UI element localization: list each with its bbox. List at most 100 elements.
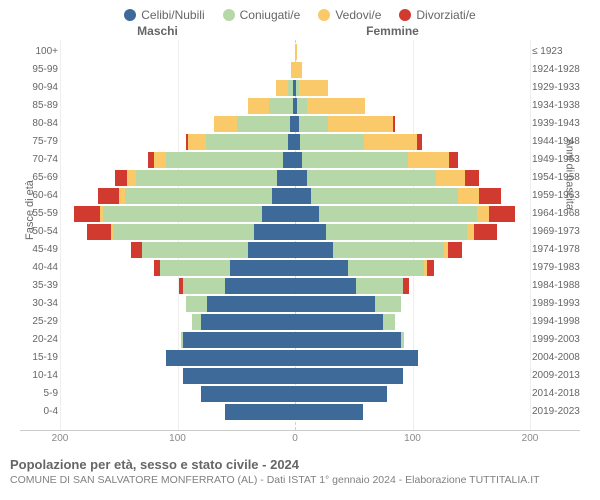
- legend-item: Coniugati/e: [223, 8, 301, 22]
- legend: Celibi/NubiliConiugati/eVedovi/eDivorzia…: [0, 0, 600, 24]
- chart: Fasce di età Anni di nascita 100+≤ 19239…: [20, 40, 580, 451]
- birth-year-label: 1959-1963: [532, 188, 580, 204]
- age-group-label: 80-84: [20, 116, 58, 132]
- segment-m: [125, 188, 272, 204]
- segment-w: [248, 98, 269, 114]
- pyramid-row: [60, 62, 530, 78]
- male-bar: [60, 314, 295, 330]
- male-bar: [60, 332, 295, 348]
- segment-w: [408, 152, 449, 168]
- male-bar: [60, 170, 295, 186]
- female-bar: [295, 242, 530, 258]
- age-group-label: 0-4: [20, 404, 58, 420]
- age-group-label: 90-94: [20, 80, 58, 96]
- segment-w: [307, 98, 366, 114]
- segment-m: [348, 260, 424, 276]
- birth-year-label: ≤ 1923: [532, 44, 580, 60]
- segment-s: [225, 278, 296, 294]
- segment-s: [283, 152, 295, 168]
- pyramid-row: [60, 350, 530, 366]
- x-tick: 100: [169, 433, 186, 444]
- age-group-label: 20-24: [20, 332, 58, 348]
- segment-d: [115, 170, 127, 186]
- segment-s: [295, 206, 319, 222]
- segment-s: [207, 296, 295, 312]
- birth-year-label: 1969-1973: [532, 224, 580, 240]
- birth-year-label: 1984-1988: [532, 278, 580, 294]
- segment-m: [142, 242, 248, 258]
- segment-s: [295, 278, 356, 294]
- segment-m: [183, 278, 224, 294]
- male-bar: [60, 98, 295, 114]
- x-tick: 0: [292, 433, 298, 444]
- segment-s: [295, 224, 326, 240]
- x-axis: 2001000100200: [60, 431, 530, 451]
- segment-d: [131, 242, 143, 258]
- segment-s: [295, 386, 387, 402]
- segment-d: [98, 188, 119, 204]
- segment-w: [295, 62, 302, 78]
- segment-w: [188, 134, 206, 150]
- birth-year-label: 1994-1998: [532, 314, 580, 330]
- age-group-label: 35-39: [20, 278, 58, 294]
- age-group-label: 65-69: [20, 170, 58, 186]
- male-bar: [60, 242, 295, 258]
- segment-w: [276, 80, 288, 96]
- segment-w: [436, 170, 465, 186]
- segment-s: [230, 260, 295, 276]
- male-label: Maschi: [0, 24, 275, 38]
- legend-label: Vedovi/e: [335, 8, 381, 22]
- pyramid-row: [60, 206, 530, 222]
- pyramid-row: [60, 80, 530, 96]
- segment-s: [254, 224, 295, 240]
- segment-m: [269, 98, 293, 114]
- segment-m: [237, 116, 290, 132]
- birth-year-label: 1924-1928: [532, 62, 580, 78]
- pyramid-row: [60, 404, 530, 420]
- legend-swatch: [318, 9, 330, 21]
- pyramid-row: [60, 314, 530, 330]
- age-group-label: 85-89: [20, 98, 58, 114]
- birth-year-label: 2019-2023: [532, 404, 580, 420]
- female-bar: [295, 224, 530, 240]
- segment-s: [166, 350, 295, 366]
- segment-s: [262, 206, 295, 222]
- female-bar: [295, 368, 530, 384]
- segment-s: [295, 368, 403, 384]
- age-group-label: 30-34: [20, 296, 58, 312]
- legend-swatch: [399, 9, 411, 21]
- birth-year-label: 1979-1983: [532, 260, 580, 276]
- male-bar: [60, 296, 295, 312]
- segment-s: [295, 188, 311, 204]
- age-group-label: 55-59: [20, 206, 58, 222]
- segment-w: [127, 170, 136, 186]
- segment-m: [356, 278, 403, 294]
- birth-year-label: 2009-2013: [532, 368, 580, 384]
- segment-d: [427, 260, 434, 276]
- birth-year-label: 1964-1968: [532, 206, 580, 222]
- pyramid-row: [60, 368, 530, 384]
- male-bar: [60, 116, 295, 132]
- legend-label: Celibi/Nubili: [141, 8, 204, 22]
- gender-labels: Maschi Femmine: [0, 24, 600, 38]
- female-bar: [295, 386, 530, 402]
- birth-year-label: 1974-1978: [532, 242, 580, 258]
- female-label: Femmine: [275, 24, 550, 38]
- pyramid-row: [60, 44, 530, 60]
- male-bar: [60, 386, 295, 402]
- segment-w: [295, 44, 297, 60]
- segment-m: [307, 170, 436, 186]
- segment-d: [417, 134, 422, 150]
- female-bar: [295, 314, 530, 330]
- segment-d: [479, 188, 500, 204]
- legend-item: Celibi/Nubili: [124, 8, 204, 22]
- legend-item: Vedovi/e: [318, 8, 381, 22]
- plot-area: 100+≤ 192395-991924-192890-941929-193385…: [20, 40, 580, 431]
- segment-d: [489, 206, 515, 222]
- birth-year-label: 1939-1943: [532, 116, 580, 132]
- female-bar: [295, 296, 530, 312]
- female-bar: [295, 44, 530, 60]
- age-group-label: 100+: [20, 44, 58, 60]
- legend-swatch: [223, 9, 235, 21]
- male-bar: [60, 404, 295, 420]
